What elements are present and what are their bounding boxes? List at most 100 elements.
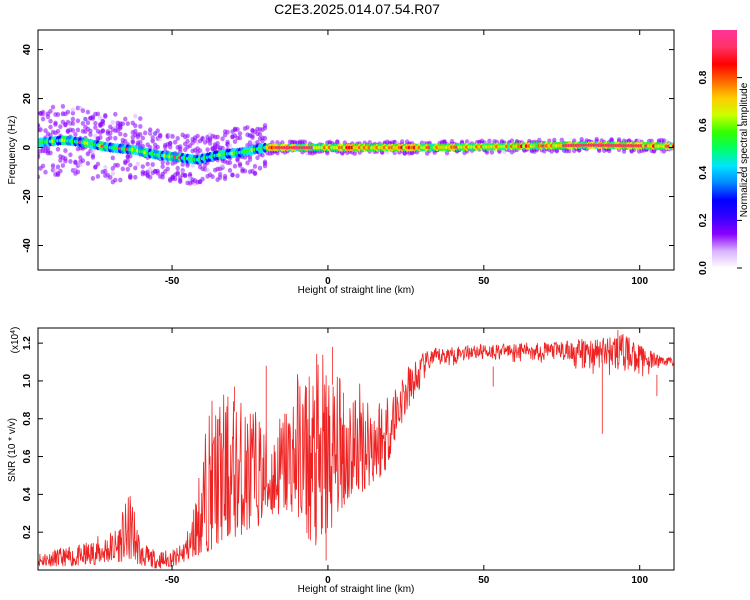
heat-cell — [123, 116, 128, 122]
colorbar-gradient — [712, 30, 737, 268]
heat-cell — [48, 124, 53, 130]
heat-cell — [185, 138, 190, 144]
figure-title: C2E3.2025.014.07.54.R07 — [274, 1, 440, 17]
heat-cell — [128, 162, 133, 168]
heat-cell — [183, 173, 188, 178]
heat-cell — [100, 119, 106, 124]
heat-cell — [140, 164, 145, 170]
heat-cell — [178, 146, 183, 152]
heat-cell — [609, 137, 614, 143]
heat-cell — [207, 141, 213, 146]
heat-cell — [85, 120, 91, 126]
heat-cell — [280, 140, 285, 146]
heat-cell — [133, 113, 138, 119]
heat-cell — [649, 138, 654, 144]
heat-cell — [95, 174, 101, 179]
heat-cell — [262, 163, 268, 169]
snr-plot: 0.2 0.4 0.6 0.8 1.0 1.2 -50 0 50 100 Height of s… — [7, 327, 675, 595]
heat-cell — [185, 133, 190, 139]
heat-cell — [115, 162, 121, 168]
heat-cell — [68, 152, 73, 158]
heat-cell — [195, 133, 200, 139]
heat-cell — [616, 137, 622, 143]
heat-cell — [103, 113, 108, 118]
heat-cell — [220, 136, 225, 142]
heat-cell — [225, 129, 230, 135]
heat-cell — [73, 132, 78, 137]
heat-cell — [45, 114, 51, 120]
snr-series-line — [38, 329, 674, 569]
height-tick-label: 100 — [631, 276, 648, 287]
heat-cell — [190, 163, 195, 168]
heat-cell — [257, 131, 263, 137]
heat-cell — [75, 118, 81, 124]
heat-cell — [168, 141, 173, 147]
bottom-y-axis-label: SNR (10 * v/v) — [7, 418, 18, 482]
heat-cell — [108, 175, 113, 180]
heat-cell — [38, 127, 43, 133]
heat-cell — [160, 164, 165, 170]
colorbar-tick-label: 0.0 — [698, 261, 709, 275]
heat-cell — [138, 124, 143, 129]
top-height-axis: -50 0 50 100 — [165, 30, 648, 287]
heat-cell — [180, 162, 185, 167]
heat-cell — [140, 135, 145, 141]
heat-cell — [50, 104, 56, 110]
heat-cell — [93, 125, 98, 130]
heat-cell — [70, 116, 76, 122]
heat-cell — [103, 168, 108, 174]
heat-cell — [90, 116, 96, 121]
heat-cell — [367, 140, 372, 145]
heat-cell — [247, 157, 253, 162]
heat-cell — [128, 173, 133, 178]
snr-tick-label: 0.2 — [22, 525, 33, 539]
heat-cell — [133, 128, 138, 134]
heat-cell — [98, 115, 103, 121]
heat-cell — [113, 135, 118, 141]
heat-cell — [262, 123, 268, 128]
heat-cell — [237, 161, 243, 167]
height-tick-label: 0 — [325, 276, 331, 287]
heat-cell — [125, 166, 130, 172]
snr-tick-label: 0.6 — [22, 449, 33, 463]
heat-cell — [165, 166, 170, 172]
heat-cell — [133, 123, 138, 129]
heat-cell — [155, 170, 160, 176]
heat-cell — [148, 127, 153, 133]
snr-scale-close: ) — [10, 327, 21, 330]
heat-cell — [120, 166, 126, 172]
freq-tick-label: -20 — [22, 189, 33, 204]
heat-cell — [187, 171, 193, 177]
top-x-axis-label: Height of straight line (km) — [298, 285, 415, 296]
heat-cell — [135, 161, 140, 167]
heat-cell — [58, 168, 63, 174]
height-tick-label: 0 — [325, 575, 331, 586]
heat-cell — [133, 174, 138, 180]
heat-cell — [48, 150, 53, 156]
heat-cell — [55, 128, 61, 134]
heat-cell — [63, 158, 68, 164]
heat-cell — [227, 160, 233, 166]
snr-tick-label: 1.0 — [22, 374, 33, 388]
heat-cell — [55, 164, 61, 170]
heat-cell — [38, 174, 41, 180]
colorbar-ticks: 0.0 0.2 0.4 0.6 0.8 — [698, 70, 742, 275]
heat-cell — [260, 152, 265, 158]
heat-cell — [55, 112, 61, 117]
heat-cell — [108, 130, 113, 136]
heat-cell — [65, 109, 71, 115]
colorbar: 0.0 0.2 0.4 0.6 0.8 Normalized spectral ampl… — [698, 30, 750, 275]
heat-cell — [55, 146, 61, 152]
frequency-axis: -40 -20 0 20 40 — [22, 44, 674, 253]
heat-cell — [158, 133, 163, 139]
heat-cell — [150, 138, 155, 144]
heat-cell — [125, 158, 130, 164]
heat-cell — [118, 125, 123, 131]
heat-cell — [75, 169, 81, 175]
heat-cell — [70, 110, 76, 116]
heat-cell — [255, 155, 260, 161]
snr-scale-exponent: 4 — [10, 330, 17, 334]
heat-cell — [95, 161, 101, 167]
heat-cell — [597, 148, 602, 154]
heat-cell — [217, 172, 223, 177]
